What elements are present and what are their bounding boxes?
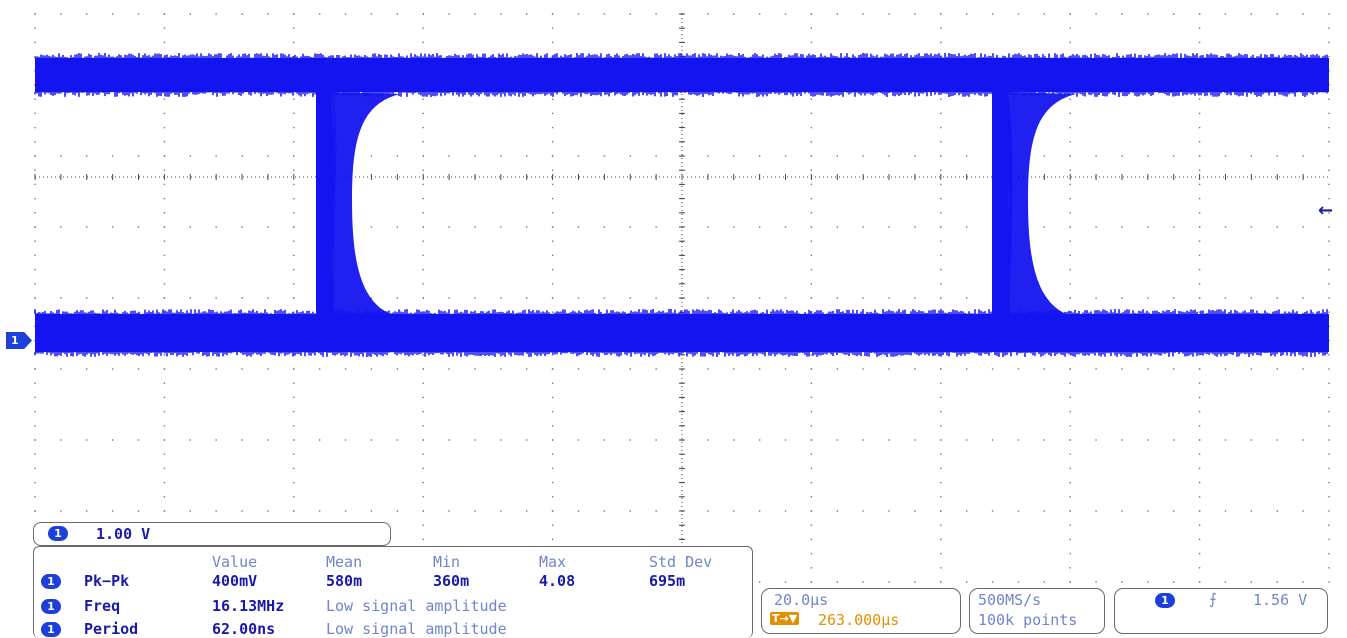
trigger-box[interactable]: 1 ⨍ 1.56 V xyxy=(1114,588,1328,634)
rising-edge-icon: ⨍ xyxy=(1209,590,1217,608)
timebase-box[interactable]: 20.0µs T→▼ 263.000µs xyxy=(761,588,961,634)
sample-rate: 500MS/s xyxy=(978,591,1041,609)
vertical-scale-value: 1.00 V xyxy=(96,525,150,543)
row2-note: Low signal amplitude xyxy=(326,597,507,615)
row3-note: Low signal amplitude xyxy=(326,620,507,638)
row1-measurement-name[interactable]: Pk−Pk xyxy=(84,572,129,590)
row1-channel-badge: 1 xyxy=(41,574,61,589)
ground-marker-label: 1 xyxy=(11,334,19,347)
header-std-dev: Std Dev xyxy=(649,553,712,571)
row1-min: 360m xyxy=(433,572,469,590)
channel-1-badge: 1 xyxy=(48,526,68,541)
trigger-channel-badge: 1 xyxy=(1155,593,1175,608)
horizontal-scale: 20.0µs xyxy=(774,591,828,609)
row1-value: 400mV xyxy=(212,572,257,590)
row3-value: 62.00ns xyxy=(212,620,275,638)
row3-measurement-name[interactable]: Period xyxy=(84,620,138,638)
acquisition-box[interactable]: 500MS/s 100k points xyxy=(969,588,1105,634)
header-mean: Mean xyxy=(326,553,362,571)
record-length: 100k points xyxy=(978,611,1077,629)
row3-channel-badge: 1 xyxy=(41,622,61,637)
header-min: Min xyxy=(433,553,460,571)
row1-std-dev: 695m xyxy=(649,572,685,590)
trigger-position: 263.000µs xyxy=(818,611,899,629)
channel-scale-box[interactable]: 1 1.00 V xyxy=(33,522,391,546)
row1-mean: 580m xyxy=(326,572,362,590)
header-value: Value xyxy=(212,553,257,571)
trigger-position-icon: T→▼ xyxy=(770,612,799,625)
trigger-level: 1.56 V xyxy=(1253,591,1307,609)
measurement-panel[interactable]: Value Mean Min Max Std Dev 1 Pk−Pk 400mV… xyxy=(33,546,753,638)
graticule-grid xyxy=(34,13,1329,582)
row2-channel-badge: 1 xyxy=(41,599,61,614)
header-max: Max xyxy=(539,553,566,571)
row2-value: 16.13MHz xyxy=(212,597,284,615)
row2-measurement-name[interactable]: Freq xyxy=(84,597,120,615)
trigger-level-arrow-icon[interactable]: ← xyxy=(1318,200,1333,221)
row1-max: 4.08 xyxy=(539,572,575,590)
